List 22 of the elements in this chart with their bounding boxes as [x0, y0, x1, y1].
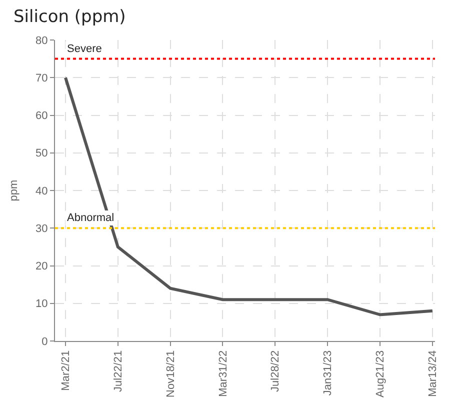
chart-title: Silicon (ppm) [14, 7, 126, 28]
x-tick-label: Mar13/24 [426, 350, 439, 397]
y-axis-title: ppm [8, 180, 20, 202]
x-tick-label: Nov18/21 [164, 350, 177, 398]
ref-line-label: Severe [67, 43, 102, 55]
x-tick-label: Mar2/21 [60, 350, 72, 391]
y-tick-label: 60 [36, 110, 48, 122]
ref-line-label: Abnormal [67, 212, 114, 224]
y-tick-label: 30 [36, 222, 48, 235]
x-tick-label: Aug21/23 [374, 350, 387, 398]
x-tick-label: Jul28/22 [270, 350, 282, 392]
x-tick-label: Mar31/22 [217, 350, 230, 397]
line-series [64, 76, 434, 316]
y-tick-label: 80 [36, 34, 48, 47]
x-tick-label: Jan31/23 [322, 350, 334, 396]
y-tick-label: 10 [36, 298, 48, 310]
y-tick-label: 0 [42, 336, 48, 348]
y-tick-label: 40 [36, 185, 48, 198]
y-tick-label: 20 [36, 260, 48, 273]
x-tick-label: Jul22/21 [112, 350, 124, 392]
y-tick-label: 50 [36, 148, 48, 160]
y-tick-label: 70 [36, 72, 48, 84]
